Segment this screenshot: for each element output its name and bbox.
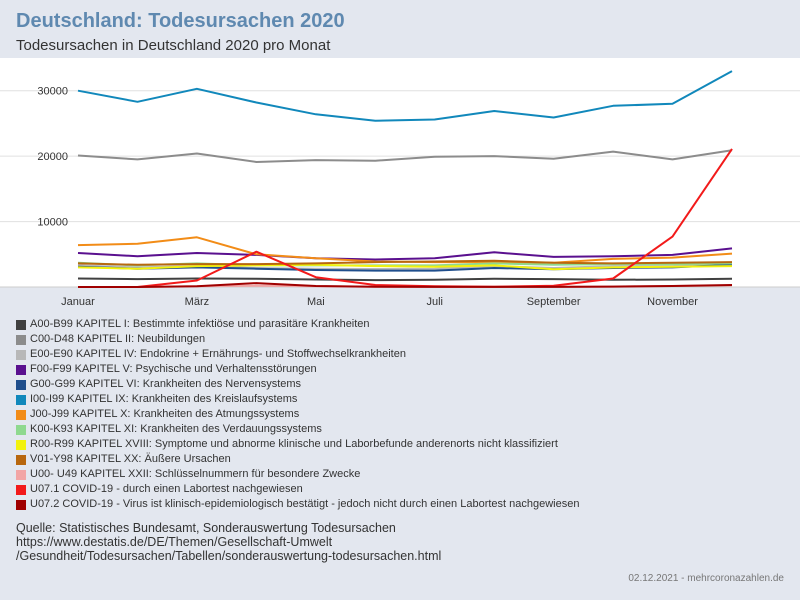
legend-swatch	[16, 349, 26, 360]
legend-item: U07.1 COVID-19 - durch einen Labortest n…	[16, 482, 579, 497]
legend-item: E00-E90 KAPITEL IV: Endokrine + Ernährun…	[16, 347, 579, 362]
legend-swatch	[16, 409, 26, 420]
legend-swatch	[16, 454, 26, 465]
series-line-12	[78, 282, 733, 288]
source-url-line-1: https://www.destatis.de/DE/Themen/Gesell…	[16, 535, 333, 549]
series-line-1	[77, 149, 733, 163]
source-url-line-2: /Gesundheit/Todesursachen/Tabellen/sonde…	[16, 549, 442, 563]
chart-title: Deutschland: Todesursachen 2020	[16, 10, 345, 32]
y-tick-label: 30000	[37, 86, 68, 98]
chart-legend: A00-B99 KAPITEL I: Bestimmte infektiöse …	[16, 317, 579, 512]
legend-swatch	[16, 394, 26, 405]
y-tick-label: 10000	[37, 217, 68, 229]
x-tick-label: September	[527, 296, 581, 308]
legend-swatch	[16, 334, 26, 345]
legend-label: A00-B99 KAPITEL I: Bestimmte infektiöse …	[30, 318, 370, 330]
series-line-3	[77, 247, 733, 261]
legend-label: K00-K93 KAPITEL XI: Krankheiten des Verd…	[30, 423, 322, 435]
legend-item: C00-D48 KAPITEL II: Neubildungen	[16, 332, 579, 347]
legend-label: U07.1 COVID-19 - durch einen Labortest n…	[30, 483, 303, 495]
x-tick-label: November	[647, 296, 698, 308]
legend-swatch	[16, 439, 26, 450]
legend-swatch	[16, 424, 26, 435]
legend-item: I00-I99 KAPITEL IX: Krankheiten des Krei…	[16, 392, 579, 407]
legend-item: J00-J99 KAPITEL X: Krankheiten des Atmun…	[16, 407, 579, 422]
legend-item: U07.2 COVID-19 - Virus ist klinisch-epid…	[16, 497, 579, 512]
source-note: Quelle: Statistisches Bundesamt, Sondera…	[16, 521, 441, 563]
legend-label: E00-E90 KAPITEL IV: Endokrine + Ernährun…	[30, 348, 406, 360]
legend-label: J00-J99 KAPITEL X: Krankheiten des Atmun…	[30, 408, 300, 420]
legend-label: G00-G99 KAPITEL VI: Krankheiten des Nerv…	[30, 378, 302, 390]
plot-area	[0, 58, 800, 287]
x-tick-label: Juli	[426, 296, 443, 308]
footer-credit: 02.12.2021 - mehrcoronazahlen.de	[628, 573, 784, 584]
legend-item: A00-B99 KAPITEL I: Bestimmte infektiöse …	[16, 317, 579, 332]
legend-label: F00-F99 KAPITEL V: Psychische und Verhal…	[30, 363, 317, 375]
legend-swatch	[16, 469, 26, 480]
legend-item: F00-F99 KAPITEL V: Psychische und Verhal…	[16, 362, 579, 377]
legend-item: G00-G99 KAPITEL VI: Krankheiten des Nerv…	[16, 377, 579, 392]
legend-swatch	[16, 319, 26, 330]
legend-item: V01-Y98 KAPITEL XX: Äußere Ursachen	[16, 452, 579, 467]
legend-label: C00-D48 KAPITEL II: Neubildungen	[30, 333, 206, 345]
legend-item: R00-R99 KAPITEL XVIII: Symptome und abno…	[16, 437, 579, 452]
x-tick-label: Mai	[307, 296, 325, 308]
legend-label: U00- U49 KAPITEL XXII: Schlüsselnummern …	[30, 468, 361, 480]
legend-label: I00-I99 KAPITEL IX: Krankheiten des Krei…	[30, 393, 298, 405]
chart-subtitle: Todesursachen in Deutschland 2020 pro Mo…	[16, 37, 331, 54]
series-line-8	[77, 263, 733, 271]
line-chart: 10000 20000 30000 Januar März Mai Juli Septembe…	[0, 58, 800, 308]
legend-item: U00- U49 KAPITEL XXII: Schlüsselnummern …	[16, 467, 579, 482]
legend-swatch	[16, 499, 26, 510]
series-line-0	[77, 277, 733, 282]
legend-swatch	[16, 379, 26, 390]
legend-label: U07.2 COVID-19 - Virus ist klinisch-epid…	[30, 498, 580, 510]
source-line-1: Quelle: Statistisches Bundesamt, Sondera…	[16, 521, 396, 535]
legend-label: V01-Y98 KAPITEL XX: Äußere Ursachen	[30, 453, 231, 465]
legend-swatch	[16, 364, 26, 375]
series-line-5	[77, 70, 733, 122]
y-tick-label: 20000	[37, 151, 68, 163]
series-line-11	[78, 148, 733, 288]
legend-item: K00-K93 KAPITEL XI: Krankheiten des Verd…	[16, 422, 579, 437]
x-tick-label: März	[185, 296, 209, 308]
legend-swatch	[16, 484, 26, 495]
x-tick-label: Januar	[61, 296, 95, 308]
series-line-9	[77, 259, 733, 266]
legend-label: R00-R99 KAPITEL XVIII: Symptome und abno…	[30, 438, 558, 450]
